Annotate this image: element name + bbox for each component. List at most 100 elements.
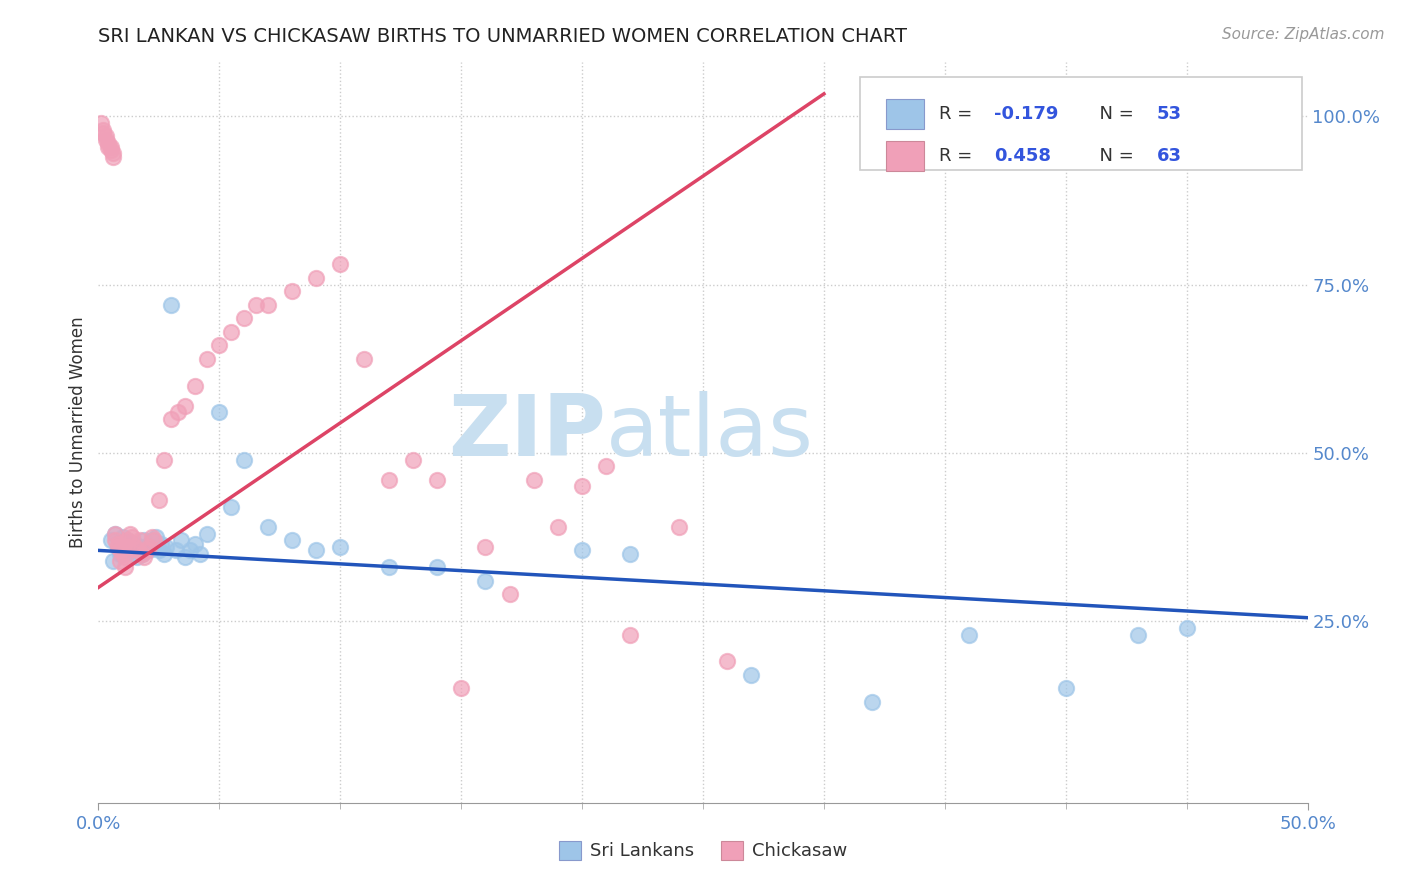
- Point: [329, 257, 352, 271]
- Point: [256, 298, 278, 312]
- Point: [108, 543, 131, 558]
- Point: [117, 540, 139, 554]
- Point: [1054, 681, 1077, 696]
- Point: [571, 543, 593, 558]
- Point: [97, 136, 120, 151]
- Point: [138, 543, 160, 558]
- Point: [377, 473, 399, 487]
- Point: [957, 627, 980, 641]
- Point: [91, 122, 114, 136]
- Point: [124, 536, 146, 550]
- Point: [160, 298, 183, 312]
- Point: [138, 540, 160, 554]
- Point: [107, 536, 129, 550]
- Point: [305, 270, 328, 285]
- Point: [474, 574, 496, 588]
- Point: [281, 533, 304, 548]
- Point: [97, 139, 120, 153]
- Point: [118, 526, 141, 541]
- Point: [174, 399, 197, 413]
- Point: [619, 627, 641, 641]
- Point: [108, 553, 131, 567]
- Point: [221, 500, 243, 514]
- Point: [117, 533, 139, 548]
- Point: [523, 473, 546, 487]
- Point: [101, 553, 124, 567]
- Point: [124, 540, 146, 554]
- Point: [860, 695, 883, 709]
- Text: atlas: atlas: [606, 391, 814, 475]
- Point: [174, 550, 197, 565]
- Point: [232, 311, 254, 326]
- Point: [184, 378, 207, 392]
- Point: [165, 543, 187, 558]
- Point: [117, 533, 139, 548]
- Point: [94, 129, 117, 144]
- Point: [135, 541, 157, 556]
- Point: [135, 543, 157, 558]
- Point: [426, 473, 449, 487]
- Point: [305, 543, 328, 558]
- FancyBboxPatch shape: [860, 78, 1302, 169]
- Point: [245, 298, 267, 312]
- Point: [135, 539, 157, 553]
- Point: [100, 533, 122, 548]
- Point: [281, 285, 304, 299]
- Text: Source: ZipAtlas.com: Source: ZipAtlas.com: [1222, 27, 1385, 42]
- Point: [111, 536, 134, 550]
- Text: -0.179: -0.179: [994, 105, 1059, 123]
- Point: [118, 540, 141, 554]
- Point: [195, 351, 218, 366]
- Point: [152, 547, 174, 561]
- Point: [111, 547, 134, 561]
- Point: [114, 543, 136, 558]
- Point: [131, 547, 153, 561]
- Point: [94, 133, 117, 147]
- Text: R =: R =: [939, 146, 977, 165]
- Point: [188, 547, 211, 561]
- Point: [90, 116, 112, 130]
- Point: [232, 452, 254, 467]
- Point: [104, 526, 127, 541]
- Point: [571, 479, 593, 493]
- Point: [104, 533, 127, 548]
- Text: R =: R =: [939, 105, 977, 123]
- Point: [377, 560, 399, 574]
- Text: SRI LANKAN VS CHICKASAW BIRTHS TO UNMARRIED WOMEN CORRELATION CHART: SRI LANKAN VS CHICKASAW BIRTHS TO UNMARR…: [98, 27, 907, 45]
- Point: [474, 540, 496, 554]
- Point: [100, 139, 122, 153]
- Point: [145, 530, 167, 544]
- Text: 63: 63: [1157, 146, 1181, 165]
- Bar: [886, 99, 924, 129]
- Point: [152, 452, 174, 467]
- Text: 0.458: 0.458: [994, 146, 1052, 165]
- Point: [114, 560, 136, 574]
- Point: [141, 533, 163, 548]
- Point: [143, 533, 166, 548]
- Point: [668, 520, 690, 534]
- Point: [128, 540, 150, 554]
- Point: [127, 543, 149, 558]
- Point: [100, 143, 122, 157]
- Point: [208, 338, 231, 352]
- Point: [426, 560, 449, 574]
- Point: [195, 526, 218, 541]
- Point: [1128, 627, 1150, 641]
- Point: [184, 536, 207, 550]
- Bar: [886, 141, 924, 170]
- Point: [141, 530, 163, 544]
- Text: ZIP: ZIP: [449, 391, 606, 475]
- Point: [329, 540, 352, 554]
- Y-axis label: Births to Unmarried Women: Births to Unmarried Women: [69, 317, 87, 549]
- Point: [134, 550, 156, 565]
- Point: [353, 351, 375, 366]
- Point: [101, 150, 124, 164]
- Point: [107, 540, 129, 554]
- Point: [179, 543, 201, 558]
- Point: [208, 405, 231, 419]
- Point: [121, 530, 143, 544]
- Legend: Sri Lankans, Chickasaw: Sri Lankans, Chickasaw: [560, 841, 846, 861]
- Text: 53: 53: [1157, 105, 1181, 123]
- Point: [148, 492, 170, 507]
- Point: [127, 550, 149, 565]
